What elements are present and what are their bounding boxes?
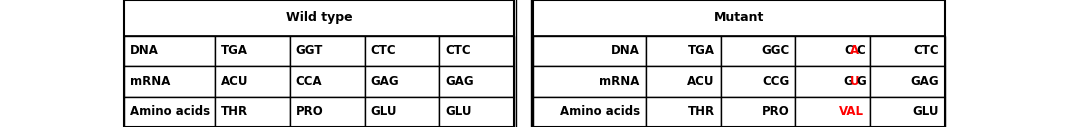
Bar [290,36,365,66]
Text: CTC: CTC [446,44,471,57]
Bar [290,97,365,127]
Text: GGC: GGC [761,44,789,57]
Text: CTC: CTC [371,44,397,57]
Text: G: G [843,75,853,88]
Bar [365,36,439,66]
Text: C: C [856,44,866,57]
Text: GAG: GAG [911,75,939,88]
Bar [439,66,514,97]
Text: U: U [850,75,859,88]
Text: Mutant: Mutant [714,11,764,24]
Text: Amino acids: Amino acids [130,105,211,118]
Text: CCG: CCG [762,75,789,88]
Bar [646,66,721,97]
Text: VAL: VAL [839,105,864,118]
Text: mRNA: mRNA [600,75,639,88]
Text: CCA: CCA [296,75,323,88]
Bar [215,66,290,97]
Bar [870,97,945,127]
Text: GLU: GLU [371,105,397,118]
Text: THR: THR [221,105,248,118]
Text: TGA: TGA [221,44,248,57]
Bar [795,36,870,66]
Bar [365,66,439,97]
Bar [215,97,290,127]
Text: mRNA: mRNA [130,75,170,88]
Bar [646,36,721,66]
Text: GLU: GLU [913,105,939,118]
Bar [721,97,795,127]
Bar [795,66,870,97]
Text: CTC: CTC [913,44,939,57]
Text: Wild type: Wild type [285,11,353,24]
Bar [721,36,795,66]
Bar [533,97,646,127]
Text: G: G [856,75,866,88]
Text: PRO: PRO [296,105,324,118]
Bar [533,0,945,127]
Text: GAG: GAG [371,75,399,88]
Bar [646,97,721,127]
Text: DNA: DNA [130,44,159,57]
Text: GLU: GLU [446,105,471,118]
Bar [870,36,945,66]
Text: ACU: ACU [221,75,248,88]
Text: GAG: GAG [446,75,474,88]
Bar [439,36,514,66]
Bar [439,97,514,127]
Bar [124,66,215,97]
Bar [124,0,514,127]
Text: DNA: DNA [610,44,639,57]
Bar [290,66,365,97]
Bar [533,36,646,66]
Bar [533,0,945,36]
Text: A: A [850,44,859,57]
Text: THR: THR [687,105,714,118]
Bar [124,0,514,36]
Bar [124,97,215,127]
Text: PRO: PRO [761,105,789,118]
Bar [870,66,945,97]
Bar [533,66,646,97]
Bar [124,36,215,66]
Text: TGA: TGA [687,44,714,57]
Bar [795,97,870,127]
Text: Amino acids: Amino acids [559,105,639,118]
Text: ACU: ACU [687,75,714,88]
Bar [365,97,439,127]
Text: C: C [845,44,853,57]
Text: GGT: GGT [296,44,323,57]
Bar [215,36,290,66]
Bar [721,66,795,97]
